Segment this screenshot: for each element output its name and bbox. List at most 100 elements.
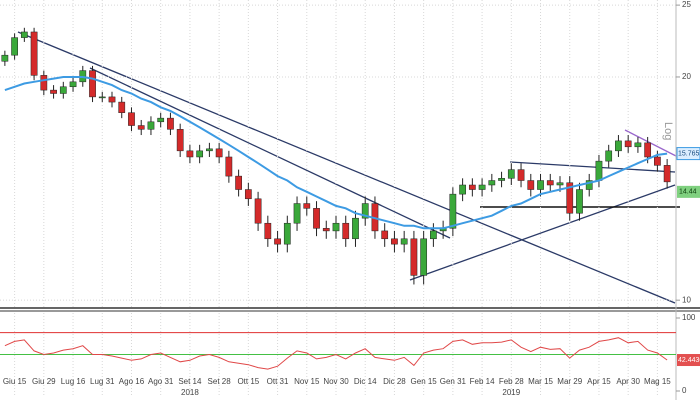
- scale-label: Log: [662, 122, 674, 140]
- candle-body: [507, 169, 515, 179]
- candle-body: [361, 203, 369, 219]
- candle-body: [244, 189, 252, 200]
- x-tick-label: Mag 15: [644, 377, 671, 386]
- candle-body: [634, 142, 642, 148]
- candle-body: [381, 230, 389, 240]
- candle-body: [147, 121, 155, 130]
- candle-body: [20, 31, 28, 38]
- candle-body: [98, 96, 106, 99]
- candle-body: [585, 180, 593, 190]
- x-tick-label: Giu 15: [3, 377, 27, 386]
- candle-body: [206, 148, 213, 152]
- candle-body: [40, 75, 48, 91]
- x-tick-label: Ott 15: [237, 377, 259, 386]
- candle-body: [566, 182, 574, 214]
- candle-body: [498, 178, 505, 181]
- y-tick-label: 20: [682, 72, 691, 81]
- candle-body: [274, 238, 281, 245]
- x-tick-label: Apr 30: [616, 377, 640, 386]
- candle-body: [352, 217, 359, 240]
- trendline: [409, 184, 676, 281]
- candle-body: [283, 222, 291, 245]
- candle-body: [108, 96, 116, 103]
- y-tick-label: 0: [682, 386, 687, 395]
- candle-body: [595, 160, 603, 181]
- x-tick-label: Ago 16: [119, 377, 145, 386]
- candle-body: [303, 203, 311, 209]
- x-tick-label: Nov 30: [323, 377, 349, 386]
- x-tick-label: Ott 31: [267, 377, 289, 386]
- candle-body: [430, 230, 437, 240]
- candle-body: [225, 156, 233, 177]
- candle-body: [644, 142, 652, 158]
- candle-body: [264, 222, 272, 240]
- candle-body: [449, 193, 457, 229]
- value-badge: [677, 354, 700, 367]
- x-tick-label: Lug 16: [61, 377, 86, 386]
- y-tick-label: 100: [682, 313, 696, 322]
- candle-body: [157, 117, 165, 123]
- candle-body: [400, 238, 408, 245]
- candle-body: [420, 238, 428, 276]
- x-tick-label: Nov 15: [294, 377, 320, 386]
- candle-body: [176, 129, 184, 152]
- candle-body: [605, 150, 613, 162]
- x-tick-label: Gen 15: [411, 377, 438, 386]
- candle-body: [137, 125, 145, 130]
- value-badge: [676, 147, 700, 161]
- value-badge-label: 14.44: [679, 189, 697, 196]
- x-tick-label: Ago 31: [148, 377, 174, 386]
- candle-body: [313, 208, 320, 229]
- candle-body: [322, 228, 330, 232]
- candle-body: [196, 150, 204, 158]
- candle-body: [576, 189, 583, 214]
- candle-body: [128, 112, 135, 126]
- candle-body: [624, 140, 632, 148]
- candle-body: [186, 150, 194, 158]
- candle-body: [1, 54, 9, 62]
- candle-body: [11, 37, 18, 56]
- candle-body: [254, 198, 262, 224]
- candle-body: [663, 165, 671, 183]
- candle-body: [478, 184, 486, 190]
- candle-body: [517, 169, 525, 181]
- candle-body: [391, 238, 398, 245]
- y-tick-label: 25: [682, 0, 691, 9]
- candle-body: [30, 31, 38, 76]
- candle-body: [527, 180, 535, 190]
- candle-body: [167, 117, 174, 130]
- x-tick-label: Feb 14: [470, 377, 495, 386]
- x-tick-label: Dic 28: [383, 377, 406, 386]
- candle-body: [410, 238, 418, 276]
- value-badge-label: 15.7653: [678, 150, 700, 157]
- indicator-line: [4, 337, 668, 370]
- candle-body: [546, 180, 554, 186]
- candle-body: [654, 156, 661, 166]
- candle-body: [293, 203, 301, 224]
- x-tick-label: Apr 15: [587, 377, 611, 386]
- y-tick-label: 10: [682, 295, 691, 304]
- candle-body: [488, 180, 496, 186]
- x-tick-label: Dic 14: [354, 377, 377, 386]
- candle-body: [69, 81, 77, 88]
- x-tick-label: Set 14: [178, 377, 202, 386]
- value-badge-label: 42.4436: [678, 357, 700, 364]
- year-label: 2019: [502, 388, 520, 397]
- candle-body: [332, 222, 340, 232]
- value-badge: [677, 185, 700, 198]
- x-tick-label: Giu 29: [32, 377, 56, 386]
- x-tick-label: Mar 29: [557, 377, 582, 386]
- candle-body: [537, 180, 544, 190]
- x-tick-label: Gen 31: [440, 377, 467, 386]
- candle-body: [215, 148, 223, 158]
- trendline: [89, 67, 451, 239]
- candle-body: [89, 70, 96, 98]
- candle-body: [235, 175, 242, 190]
- candle-body: [342, 222, 350, 240]
- year-label: 2018: [181, 388, 199, 397]
- candle-body: [556, 182, 564, 186]
- candle-body: [459, 184, 466, 195]
- trendline: [17, 31, 676, 304]
